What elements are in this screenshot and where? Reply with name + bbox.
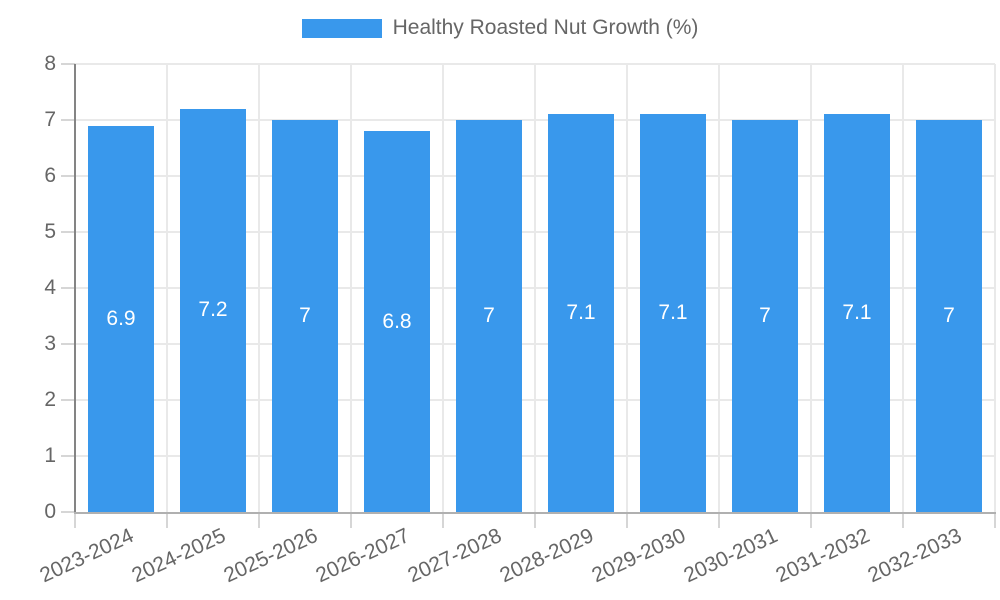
x-axis-tick-label: 2026-2027 <box>311 524 413 588</box>
y-axis-tick-label: 5 <box>44 220 56 243</box>
x-axis-tick-label: 2030-2031 <box>679 524 781 588</box>
bar[interactable]: 7 <box>272 120 338 512</box>
y-axis-tick-label: 1 <box>44 444 56 467</box>
y-tick-mark <box>61 63 75 65</box>
x-tick-mark <box>350 514 352 528</box>
y-axis-line <box>74 64 76 514</box>
bar[interactable]: 7.1 <box>824 114 890 512</box>
x-gridline <box>442 64 444 512</box>
x-tick-mark <box>258 514 260 528</box>
bar-value-label: 7 <box>759 304 771 327</box>
bar-value-label: 7 <box>299 304 311 327</box>
x-gridline <box>626 64 628 512</box>
y-axis-tick-label: 3 <box>44 332 56 355</box>
x-axis-tick-label: 2024-2025 <box>127 524 229 588</box>
bar-value-label: 7.1 <box>842 301 872 325</box>
bar-value-label: 6.9 <box>106 306 136 330</box>
bar[interactable]: 7.2 <box>180 108 246 512</box>
x-tick-mark <box>534 514 536 528</box>
x-axis-tick-label: 2031-2032 <box>771 524 873 588</box>
bar-value-label: 7.1 <box>566 301 596 325</box>
bar-value-label: 6.8 <box>382 309 412 333</box>
legend-label: Healthy Roasted Nut Growth (%) <box>392 16 699 39</box>
x-gridline <box>258 64 260 512</box>
legend-swatch <box>301 18 382 38</box>
bar[interactable]: 7.1 <box>640 114 706 512</box>
y-tick-mark <box>61 399 75 401</box>
x-tick-mark <box>74 514 76 528</box>
x-tick-mark <box>994 514 996 528</box>
y-tick-mark <box>61 287 75 289</box>
x-gridline <box>166 64 168 512</box>
x-gridline <box>718 64 720 512</box>
bar[interactable]: 6.9 <box>88 125 154 512</box>
y-tick-mark <box>61 343 75 345</box>
x-gridline <box>534 64 536 512</box>
x-tick-mark <box>810 514 812 528</box>
x-gridline <box>350 64 352 512</box>
y-tick-mark <box>61 231 75 233</box>
x-tick-mark <box>166 514 168 528</box>
y-axis-tick-label: 2 <box>44 388 56 411</box>
bar[interactable]: 7.1 <box>548 114 614 512</box>
x-axis-tick-label: 2025-2026 <box>219 524 321 588</box>
legend-item[interactable]: Healthy Roasted Nut Growth (%) <box>301 16 699 40</box>
x-axis-tick-label: 2023-2024 <box>35 524 137 588</box>
x-gridline <box>902 64 904 512</box>
x-tick-mark <box>442 514 444 528</box>
bar[interactable]: 6.8 <box>364 131 430 512</box>
y-tick-mark <box>61 455 75 457</box>
x-axis-tick-label: 2027-2028 <box>403 524 505 588</box>
x-tick-mark <box>902 514 904 528</box>
x-gridline <box>994 64 996 512</box>
y-axis-tick-label: 0 <box>44 500 56 523</box>
y-tick-mark <box>61 175 75 177</box>
bar[interactable]: 7 <box>732 120 798 512</box>
bar-value-label: 7.2 <box>198 298 228 322</box>
y-axis-tick-label: 4 <box>44 276 56 299</box>
y-tick-mark <box>61 511 75 513</box>
x-tick-mark <box>718 514 720 528</box>
bar-value-label: 7.1 <box>658 301 688 325</box>
x-axis-tick-label: 2028-2029 <box>495 524 597 588</box>
bar[interactable]: 7 <box>456 120 522 512</box>
x-tick-mark <box>626 514 628 528</box>
y-axis-tick-label: 6 <box>44 164 56 187</box>
y-axis-tick-label: 8 <box>44 52 56 75</box>
bar-value-label: 7 <box>483 304 495 327</box>
y-tick-mark <box>61 119 75 121</box>
chart-legend: Healthy Roasted Nut Growth (%) <box>0 16 1000 40</box>
x-axis-tick-label: 2032-2033 <box>863 524 965 588</box>
x-axis-tick-label: 2029-2030 <box>587 524 689 588</box>
y-axis-tick-label: 7 <box>44 108 56 131</box>
x-axis-line <box>74 512 996 514</box>
bar[interactable]: 7 <box>916 120 982 512</box>
x-gridline <box>810 64 812 512</box>
bar-value-label: 7 <box>943 304 955 327</box>
